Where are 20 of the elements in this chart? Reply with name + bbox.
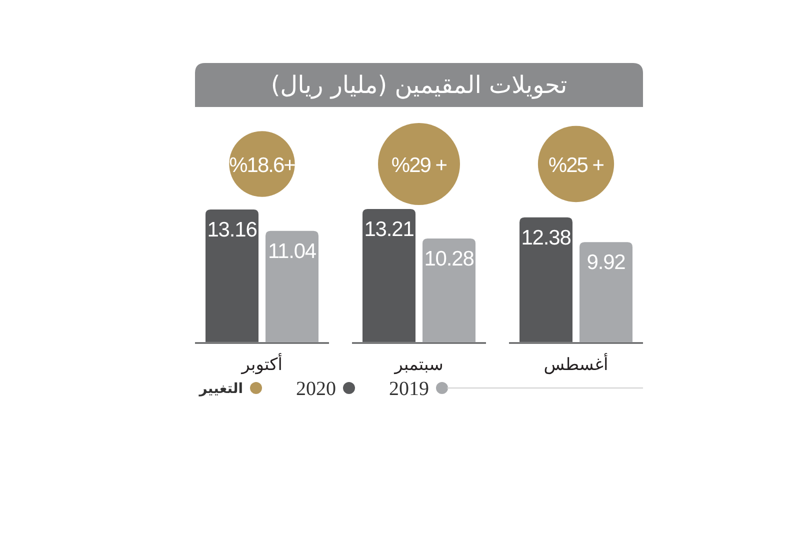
x-tick-label: أغسطس: [544, 353, 608, 375]
data-label: %25 +: [548, 154, 604, 177]
data-label: 9.92: [586, 251, 626, 274]
data-label: 11.04: [268, 240, 317, 263]
data-label: 12.38: [521, 226, 571, 250]
legend-label: التغيير: [198, 381, 243, 397]
data-label: 13.16: [207, 218, 257, 242]
data-label: 13.21: [364, 218, 414, 241]
legend-label: 2019: [389, 378, 429, 400]
bar: [580, 242, 632, 342]
data-label: %29 +: [391, 154, 448, 177]
legend-label: 2020: [296, 378, 336, 400]
bar: [422, 238, 476, 342]
chart-title: تحويلات المقيمين (مليار ريال): [270, 71, 568, 99]
bar: [266, 230, 318, 342]
data-label: 10.28: [424, 248, 474, 270]
legend: التغيير: [199, 381, 262, 397]
x-tick-label: أكتوبر: [240, 353, 282, 375]
data-label: %18.6+: [229, 154, 296, 177]
x-tick-label: سبتمبر: [394, 355, 444, 375]
